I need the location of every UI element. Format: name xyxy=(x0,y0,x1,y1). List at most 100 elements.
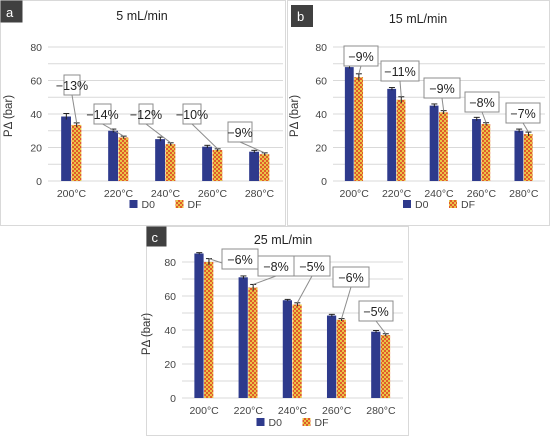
x-tick-label: 260°C xyxy=(322,405,352,417)
x-tick-label: 200°C xyxy=(189,405,219,417)
bar-df xyxy=(523,134,533,181)
y-tick-label: 0 xyxy=(170,393,176,405)
callout-label: −8% xyxy=(469,96,494,110)
bar-d0 xyxy=(61,116,71,181)
legend-label-d0: D0 xyxy=(269,417,283,429)
legend-label-d0: D0 xyxy=(415,199,429,211)
bar-d0 xyxy=(238,277,248,398)
callout-leader xyxy=(296,275,313,304)
y-axis-label-b: PΔ (bar) xyxy=(289,95,301,137)
y-tick-label: 80 xyxy=(164,257,176,269)
y-tick-label: 60 xyxy=(315,76,327,88)
legend-swatch-d0 xyxy=(403,200,411,208)
callout-box xyxy=(380,60,420,82)
legend-swatch-df xyxy=(449,200,457,208)
x-tick-label: 240°C xyxy=(424,188,454,200)
bar-d0 xyxy=(194,253,204,398)
callout-box xyxy=(227,121,253,143)
chart-title-c: 25 mL/min xyxy=(254,233,312,247)
legend-label-df: DF xyxy=(461,199,475,211)
y-axis-label-a: PΔ (bar) xyxy=(3,95,15,137)
panel-letter-c-box xyxy=(146,226,167,247)
callout-leader xyxy=(102,123,124,137)
bar-d0 xyxy=(429,105,439,181)
callout-box xyxy=(343,45,379,67)
panel-letter-b-box xyxy=(291,5,313,27)
bar-d0 xyxy=(387,88,397,181)
panel-letter-a-box xyxy=(0,0,23,23)
x-tick-label: 260°C xyxy=(467,188,497,200)
callout-box xyxy=(293,255,331,277)
bar-df xyxy=(71,124,82,181)
callout-leader xyxy=(399,80,402,97)
x-tick-label: 220°C xyxy=(104,188,134,200)
x-tick-label: 260°C xyxy=(198,188,228,200)
callout-leader xyxy=(441,97,445,111)
panel-letter-b: b xyxy=(297,9,304,24)
bar-d0 xyxy=(282,300,292,398)
y-tick-label: 40 xyxy=(30,109,42,121)
callout-label: −9% xyxy=(227,126,252,140)
bar-df xyxy=(259,154,270,181)
panel-letter-c: c xyxy=(152,230,159,245)
y-tick-label: 20 xyxy=(315,143,327,155)
y-tick-label: 20 xyxy=(30,143,42,155)
callout-label: −6% xyxy=(227,253,252,267)
callout-leader xyxy=(358,65,362,74)
bar-d0 xyxy=(202,146,212,181)
legend-swatch-df xyxy=(175,200,184,208)
y-axis-label-c: PΔ (bar) xyxy=(141,313,153,355)
bar-d0 xyxy=(472,119,481,181)
bar-df xyxy=(248,287,258,398)
legend-swatch-d0 xyxy=(129,200,138,208)
panel-letter-a: a xyxy=(6,5,14,20)
bar-d0 xyxy=(155,139,165,181)
panel-c: c 25 mL/min PΔ (bar) −6% −8% −5% −6% −5% 0 20… xyxy=(141,226,409,436)
bar-df xyxy=(165,144,176,181)
legend-label-df: DF xyxy=(315,417,329,429)
x-tick-label: 280°C xyxy=(509,188,539,200)
x-tick-label: 240°C xyxy=(151,188,181,200)
bar-d0 xyxy=(326,315,337,398)
callout-leader xyxy=(145,123,171,144)
legend-label-df: DF xyxy=(188,199,202,211)
panel-b: b 15 mL/min PΔ (bar) −9% −11% −9% −8% −7% 0 2… xyxy=(287,0,550,226)
bar-df xyxy=(336,319,346,398)
callout-label: −8% xyxy=(263,260,288,274)
y-tick-label: 40 xyxy=(315,109,327,121)
callout-label: −9% xyxy=(348,50,373,64)
callout-label: −5% xyxy=(299,260,324,274)
x-tick-label: 200°C xyxy=(57,188,87,200)
chart-title-b: 15 mL/min xyxy=(389,12,447,26)
legend-swatch-df xyxy=(302,418,311,426)
callout-label: −9% xyxy=(429,82,454,96)
callout-box xyxy=(464,91,500,113)
bar-df xyxy=(292,304,302,398)
bar-df xyxy=(204,262,214,398)
bar-d0 xyxy=(249,151,259,181)
x-tick-label: 220°C xyxy=(234,405,264,417)
callout-label: −12% xyxy=(130,108,162,122)
callout-label: −7% xyxy=(510,107,535,121)
legend-label-d0: D0 xyxy=(142,199,156,211)
bar-d0 xyxy=(344,67,354,181)
bar-d0 xyxy=(371,331,381,398)
callout-label: −14% xyxy=(86,108,118,122)
callout-label: −11% xyxy=(384,65,415,79)
x-tick-label: 240°C xyxy=(278,405,308,417)
callout-box xyxy=(505,102,541,124)
callout-box xyxy=(358,300,394,322)
callout-leader xyxy=(341,286,352,319)
x-tick-label: 200°C xyxy=(340,188,370,200)
y-tick-label: 40 xyxy=(164,325,176,337)
callout-label: −6% xyxy=(338,271,363,285)
callout-leader xyxy=(71,94,78,123)
y-tick-label: 80 xyxy=(30,42,42,54)
y-tick-label: 0 xyxy=(321,176,327,188)
bar-df xyxy=(396,99,406,181)
callout-box xyxy=(138,103,154,125)
callout-leader xyxy=(252,275,277,285)
y-tick-label: 20 xyxy=(164,359,176,371)
bar-df xyxy=(354,77,364,181)
